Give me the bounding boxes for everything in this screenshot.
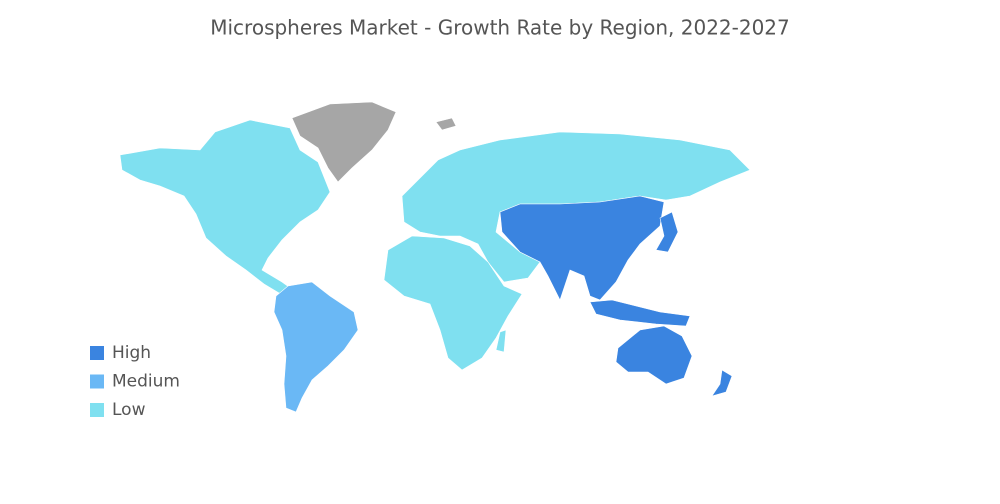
legend-swatch (90, 403, 104, 417)
north-america (119, 119, 331, 297)
legend-swatch (90, 374, 104, 389)
legend: High Medium Low (90, 343, 180, 420)
japan (655, 211, 679, 253)
australia (615, 325, 693, 385)
legend-label: Medium (112, 372, 180, 392)
iceland (435, 117, 457, 131)
legend-label: Low (112, 400, 146, 420)
south-america (273, 281, 359, 413)
asia (499, 195, 665, 301)
greenland (291, 101, 397, 183)
title: Microspheres Market - Growth Rate by Reg… (210, 16, 790, 40)
africa (383, 235, 523, 371)
legend-label: High (112, 343, 151, 363)
madagascar (495, 329, 507, 353)
world-map (119, 101, 751, 413)
legend-swatch (90, 346, 104, 360)
new-zealand (711, 369, 733, 397)
indonesia (589, 299, 691, 327)
